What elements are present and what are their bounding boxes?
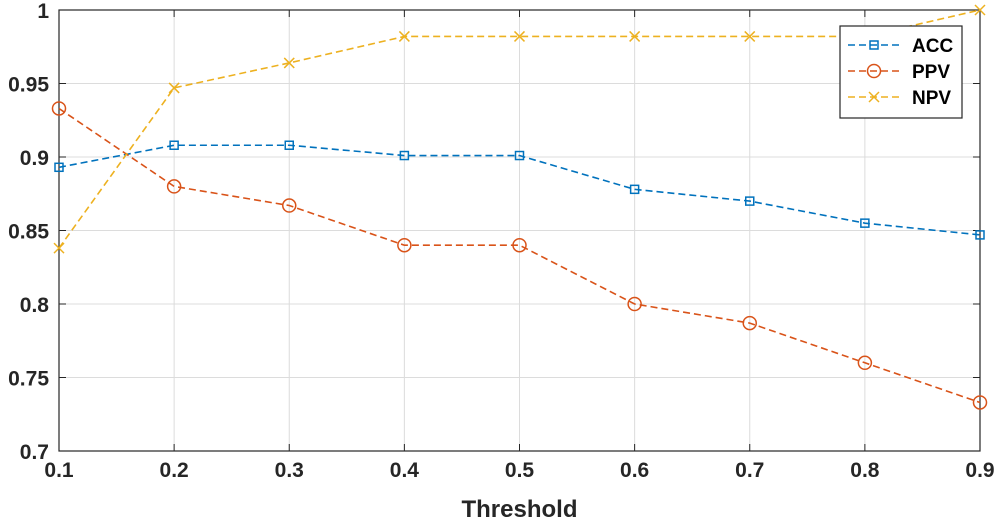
data-point-npv-0.6	[629, 30, 641, 42]
x-tick-label: 0.1	[44, 459, 74, 482]
x-tick-label: 0.4	[390, 459, 420, 482]
legend-label: ACC	[912, 36, 953, 57]
data-point-acc-0.4	[399, 150, 410, 161]
data-point-npv-0.1	[53, 242, 65, 254]
y-tick-label: 0.85	[8, 221, 49, 244]
data-point-npv-0.4	[398, 30, 410, 42]
data-point-ppv-0.1	[51, 101, 67, 116]
data-point-ppv-0.2	[166, 179, 182, 194]
data-point-npv-0.2	[168, 82, 180, 94]
legend-entry-npv: NPV	[848, 88, 951, 109]
legend-label: PPV	[912, 62, 950, 83]
legend-entry-ppv: PPV	[848, 62, 950, 83]
x-tick-label: 0.2	[160, 459, 189, 482]
series-layer	[51, 4, 988, 410]
legend-swatch-marker	[868, 91, 880, 103]
series-points-npv	[53, 4, 986, 254]
data-point-npv-0.5	[513, 30, 526, 42]
legend-label: NPV	[912, 88, 951, 109]
data-point-ppv-0.8	[857, 355, 873, 371]
y-tick-label: 0.95	[8, 74, 49, 97]
data-point-acc-0.5	[514, 150, 525, 161]
legend-entry-acc: ACC	[848, 36, 953, 57]
data-point-ppv-0.4	[397, 237, 412, 253]
data-point-acc-0.8	[860, 218, 870, 228]
y-tick-label: 0.8	[20, 294, 50, 317]
data-point-npv-0.9	[974, 4, 986, 16]
x-tick-label: 0.7	[735, 459, 764, 482]
legend: ACC PPV NPV	[839, 25, 963, 119]
y-tick-label: 0.9	[20, 147, 49, 170]
data-point-acc-0.2	[169, 140, 179, 150]
data-point-acc-0.6	[629, 184, 640, 195]
x-tick-label: 0.9	[965, 459, 994, 482]
data-point-acc-0.1	[54, 162, 64, 173]
series-line-npv	[58, 9, 981, 249]
y-tick-label: 1	[37, 0, 49, 23]
data-point-acc-0.3	[284, 140, 294, 150]
x-tick-label: 0.8	[850, 459, 880, 482]
data-point-ppv-0.9	[972, 395, 988, 410]
y-tick-label: 0.75	[8, 368, 49, 391]
legend-swatch-marker	[866, 63, 882, 79]
y-tick-label: 0.7	[20, 441, 49, 464]
series-points-ppv	[51, 101, 988, 410]
data-point-acc-0.9	[975, 230, 985, 240]
data-point-npv-0.7	[744, 30, 756, 42]
x-axis-title: Threshold	[461, 496, 577, 523]
x-tick-label: 0.5	[505, 459, 535, 482]
data-point-npv-0.3	[283, 57, 295, 69]
x-tick-label: 0.6	[620, 459, 649, 482]
data-point-ppv-0.6	[627, 296, 642, 312]
data-point-ppv-0.3	[282, 198, 297, 213]
legend-box	[839, 25, 963, 119]
series-line-ppv	[58, 107, 981, 404]
series-line-acc	[58, 144, 981, 236]
data-point-ppv-0.5	[512, 237, 527, 253]
data-point-ppv-0.7	[742, 315, 757, 331]
x-tick-label: 0.3	[275, 459, 304, 482]
series-points-acc	[54, 140, 985, 240]
legend-swatch-marker	[869, 40, 879, 50]
data-point-acc-0.7	[745, 196, 755, 206]
